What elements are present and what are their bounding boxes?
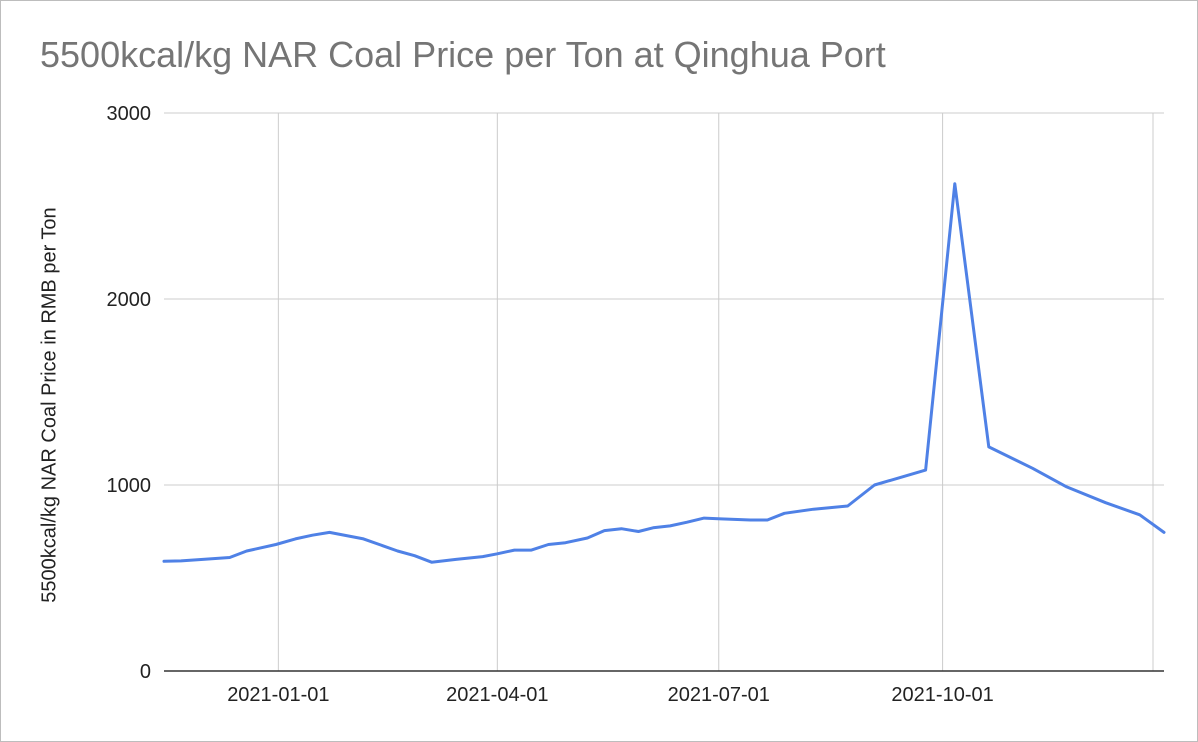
y-tick-label: 2000 bbox=[107, 289, 152, 311]
x-tick-label: 2021-04-01 bbox=[446, 684, 548, 706]
y-tick-label: 1000 bbox=[107, 475, 152, 497]
tick-labels: 0 1000 2000 3000 2021-01-01 2021-04-01 2021-07… bbox=[107, 103, 994, 706]
series-layer bbox=[162, 182, 1166, 564]
y-tick-label: 0 bbox=[140, 661, 151, 683]
gridlines bbox=[164, 112, 1164, 672]
x-tick-label: 2021-07-01 bbox=[668, 684, 770, 706]
y-tick-label: 3000 bbox=[107, 103, 152, 125]
chart-title: 5500kcal/kg NAR Coal Price per Ton at Qi… bbox=[40, 34, 886, 75]
x-tick-label: 2021-10-01 bbox=[891, 684, 993, 706]
series-line bbox=[162, 182, 1166, 564]
x-tick-label: 2021-01-01 bbox=[227, 684, 329, 706]
